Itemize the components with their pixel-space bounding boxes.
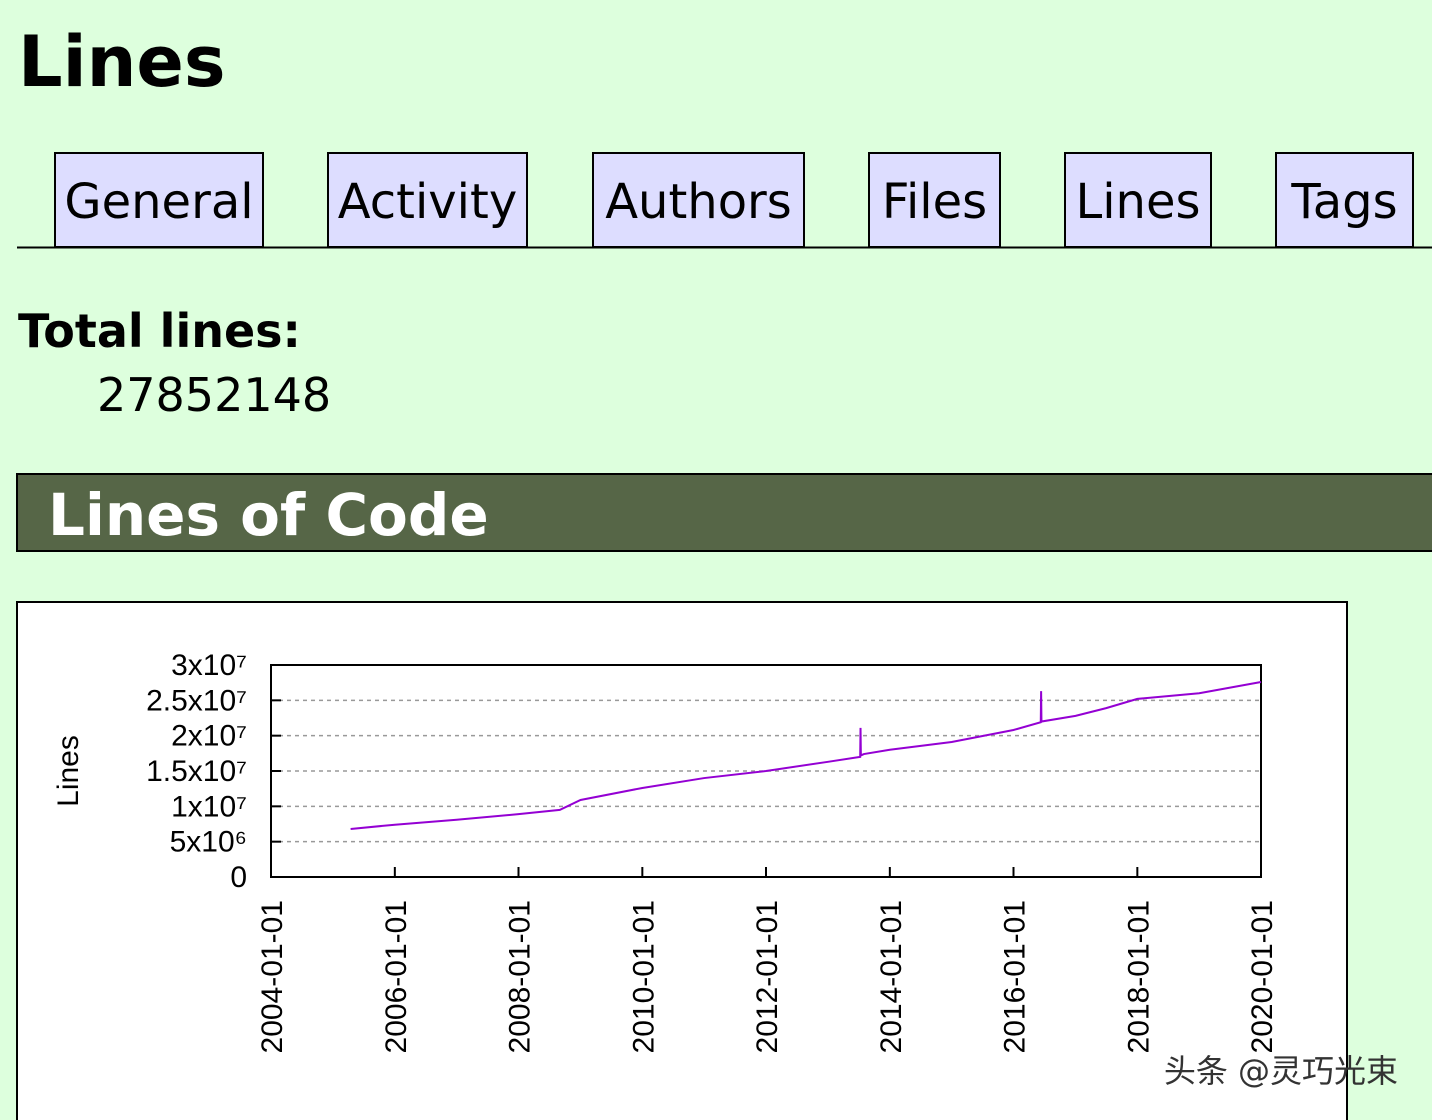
y-tick-label: 1x10⁷ xyxy=(171,790,247,823)
nav-tab[interactable] xyxy=(1064,152,1212,248)
nav-tab-label[interactable]: Tags xyxy=(1290,174,1397,230)
summary-label: Total lines: xyxy=(18,304,301,358)
nav-tab[interactable] xyxy=(1275,152,1414,248)
plot-border xyxy=(270,664,1262,878)
x-tick-label: 2014-01-01 xyxy=(875,900,908,1053)
x-tick-label: 2012-01-01 xyxy=(751,900,784,1053)
x-tick-label: 2006-01-01 xyxy=(380,900,413,1053)
watermark: 头条 @灵巧光束 xyxy=(1164,1052,1398,1090)
nav-tab[interactable] xyxy=(327,152,528,248)
x-tick-label: 2004-01-01 xyxy=(256,900,289,1053)
nav-tab-label[interactable]: Files xyxy=(882,174,987,230)
page-title: Lines xyxy=(18,21,226,103)
nav-tab-label[interactable]: Activity xyxy=(338,174,518,230)
y-tick-label: 1.5x10⁷ xyxy=(146,755,247,788)
x-tick-label: 2010-01-01 xyxy=(627,900,660,1053)
x-tick-label: 2016-01-01 xyxy=(999,900,1032,1053)
x-tick-label: 2008-01-01 xyxy=(504,900,537,1053)
y-tick-label: 2x10⁷ xyxy=(171,720,247,753)
chart-frame xyxy=(16,601,1348,1120)
nav-tab[interactable] xyxy=(54,152,264,248)
y-axis-label: Lines xyxy=(52,735,85,807)
x-tick-label: 2018-01-01 xyxy=(1122,900,1155,1053)
y-tick-label: 3x10⁷ xyxy=(171,649,247,682)
nav-tab-label[interactable]: Authors xyxy=(605,174,792,230)
nav-tab-label[interactable]: General xyxy=(64,174,253,230)
nav-tab[interactable] xyxy=(592,152,805,248)
section-title: Lines of Code xyxy=(48,481,489,549)
y-tick-label: 5x10⁶ xyxy=(170,826,247,859)
section-header xyxy=(16,473,1432,552)
y-tick-label: 2.5x10⁷ xyxy=(146,684,247,717)
x-tick-label: 2020-01-01 xyxy=(1246,900,1279,1053)
nav-tab[interactable] xyxy=(868,152,1001,248)
y-tick-label: 0 xyxy=(230,861,247,894)
nav-tab-label[interactable]: Lines xyxy=(1075,174,1200,230)
nav-bar: General Activity Authors Files Lines Tags xyxy=(17,152,1432,249)
summary-value: 27852148 xyxy=(97,368,331,422)
data-line xyxy=(350,680,1262,830)
